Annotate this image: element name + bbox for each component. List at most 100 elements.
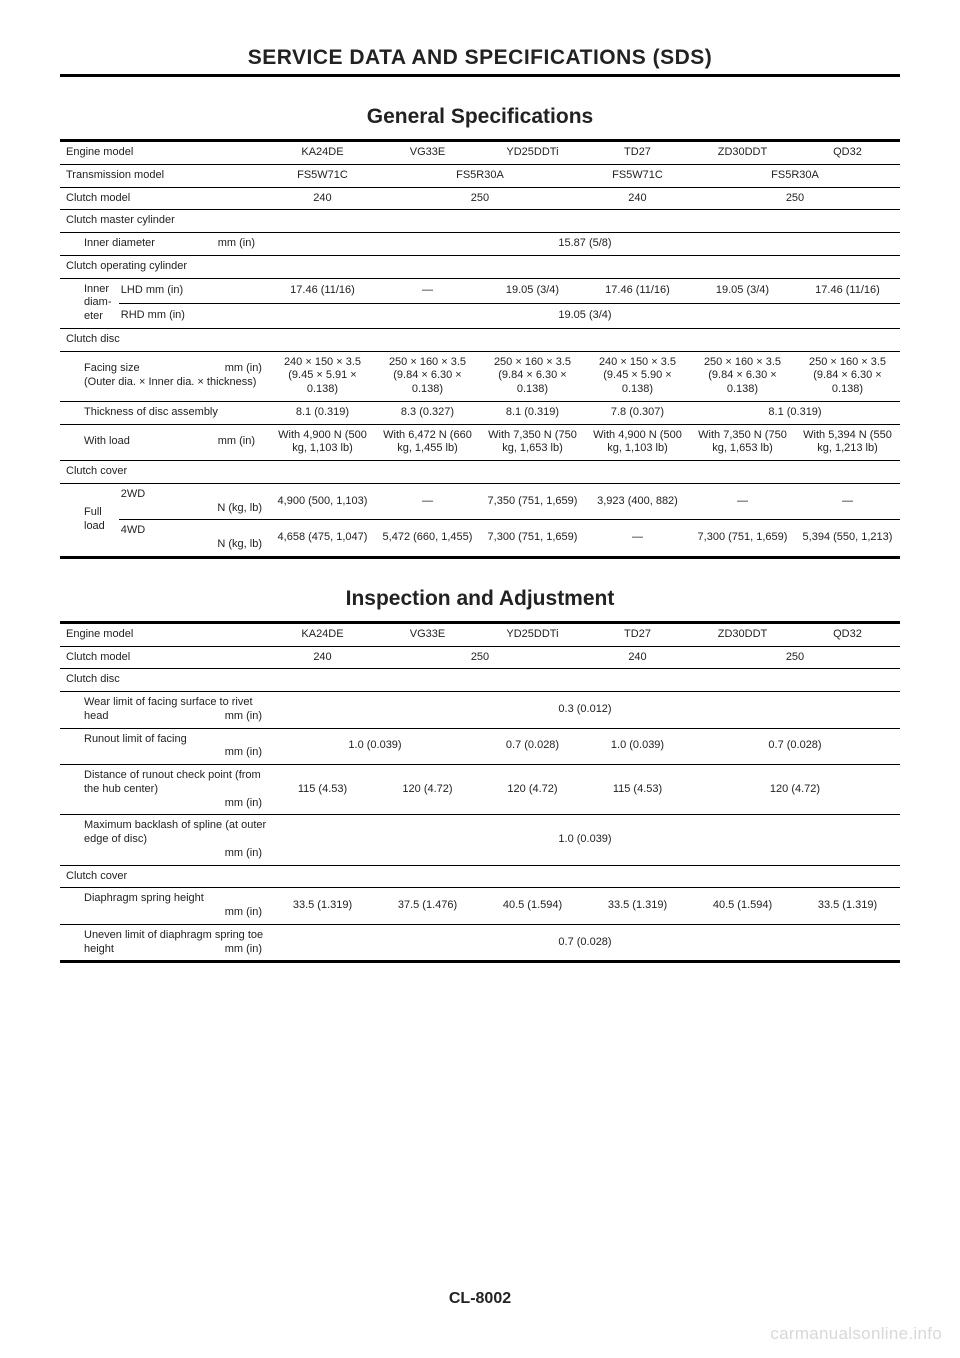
- cell: 3,923 (400, 882): [585, 483, 690, 520]
- row-label: Inner diameter: [60, 233, 203, 256]
- unit: N (kg, lb): [217, 502, 268, 516]
- label-text: Diaphragm spring height: [84, 892, 204, 904]
- col-head: KA24DE: [270, 622, 375, 646]
- cell: 15.87 (5/8): [270, 233, 900, 256]
- row-label: RHD mm (in): [119, 303, 270, 328]
- col-head: QD32: [795, 622, 900, 646]
- cell: With 7,350 N (750 kg, 1,653 lb): [690, 424, 795, 461]
- row-label: Clutch cover: [60, 461, 270, 484]
- cell: 33.5 (1.319): [585, 888, 690, 925]
- cell: FS5W71C: [270, 164, 375, 187]
- cell: 17.46 (11/16): [795, 278, 900, 303]
- cell: 240 × 150 × 3.5 (9.45 × 5.91 × 0.138): [270, 351, 375, 401]
- row-label: Clutch operating cylinder: [60, 255, 270, 278]
- unit: mm (in): [225, 746, 268, 760]
- cell: 115 (4.53): [585, 765, 690, 815]
- cell: 240 × 150 × 3.5 (9.45 × 5.90 × 0.138): [585, 351, 690, 401]
- cell: 120 (4.72): [690, 765, 900, 815]
- unit: N (kg, lb): [217, 538, 268, 552]
- row-label: Uneven limit of diaphragm spring toe hei…: [60, 924, 270, 962]
- cell: 240: [585, 187, 690, 210]
- unit: mm (in): [225, 847, 268, 861]
- cell: 4,900 (500, 1,103): [270, 483, 375, 520]
- row-label: Engine model: [60, 622, 270, 646]
- cell: 33.5 (1.319): [270, 888, 375, 925]
- cell: 0.7 (0.028): [270, 924, 900, 962]
- section1-title: General Specifications: [60, 105, 900, 129]
- cell: With 6,472 N (660 kg, 1,455 lb): [375, 424, 480, 461]
- col-head: TD27: [585, 622, 690, 646]
- cell: 115 (4.53): [270, 765, 375, 815]
- watermark: carmanualsonline.info: [770, 1324, 942, 1344]
- row-label: LHD mm (in): [119, 278, 270, 303]
- cell: FS5R30A: [690, 164, 900, 187]
- cell: 7,350 (751, 1,659): [480, 483, 585, 520]
- cell: —: [375, 278, 480, 303]
- cell: 1.0 (0.039): [585, 728, 690, 765]
- cell: 17.46 (11/16): [585, 278, 690, 303]
- cell: 250 × 160 × 3.5 (9.84 × 6.30 × 0.138): [375, 351, 480, 401]
- cell: 120 (4.72): [480, 765, 585, 815]
- row-label: Thickness of disc assembly: [60, 401, 270, 424]
- label-text: Runout limit of facing: [84, 733, 187, 745]
- cell: 240: [585, 646, 690, 669]
- label-text: 2WD: [121, 488, 145, 500]
- cell: 240: [270, 646, 375, 669]
- cell: 1.0 (0.039): [270, 728, 480, 765]
- cell: 8.1 (0.319): [690, 401, 900, 424]
- label-text: Facing size: [84, 362, 140, 374]
- cell: 40.5 (1.594): [480, 888, 585, 925]
- cell: 8.1 (0.319): [480, 401, 585, 424]
- unit: mm (in): [225, 797, 268, 811]
- row-label: Wear limit of facing surface to rivet he…: [60, 692, 270, 729]
- cell: —: [585, 520, 690, 558]
- cell: FS5R30A: [375, 164, 585, 187]
- row-label: 4WD N (kg, lb): [119, 520, 270, 558]
- col-head: YD25DDTi: [480, 622, 585, 646]
- cell: 17.46 (11/16): [270, 278, 375, 303]
- cell: 5,394 (550, 1,213): [795, 520, 900, 558]
- col-head: TD27: [585, 141, 690, 165]
- row-label: Facing size mm (in) (Outer dia. × Inner …: [60, 351, 270, 401]
- cell: —: [795, 483, 900, 520]
- cell: 250 × 160 × 3.5 (9.84 × 6.30 × 0.138): [690, 351, 795, 401]
- cell: With 7,350 N (750 kg, 1,653 lb): [480, 424, 585, 461]
- row-label: Clutch model: [60, 646, 270, 669]
- cell: 0.3 (0.012): [270, 692, 900, 729]
- row-label: Clutch disc: [60, 669, 270, 692]
- inspection-table: Engine model KA24DE VG33E YD25DDTi TD27 …: [60, 621, 900, 964]
- row-label: Distance of runout check point (from the…: [60, 765, 270, 815]
- cell: 19.05 (3/4): [480, 278, 585, 303]
- cell: 7,300 (751, 1,659): [480, 520, 585, 558]
- col-head: ZD30DDT: [690, 141, 795, 165]
- cell: 4,658 (475, 1,047): [270, 520, 375, 558]
- row-label: Clutch model: [60, 187, 270, 210]
- cell: —: [690, 483, 795, 520]
- cell: 19.05 (3/4): [690, 278, 795, 303]
- cell: 0.7 (0.028): [480, 728, 585, 765]
- cell: 0.7 (0.028): [690, 728, 900, 765]
- row-label: Engine model: [60, 141, 270, 165]
- cell: 40.5 (1.594): [690, 888, 795, 925]
- cell: With 5,394 N (550 kg, 1,213 lb): [795, 424, 900, 461]
- label-text: Distance of runout check point (from the…: [84, 769, 261, 795]
- cell: With 4,900 N (500 kg, 1,103 lb): [585, 424, 690, 461]
- cell: 37.5 (1.476): [375, 888, 480, 925]
- cell: 250: [690, 187, 900, 210]
- cell: 250: [690, 646, 900, 669]
- unit: mm (in): [225, 362, 268, 376]
- label-text: 4WD: [121, 524, 145, 536]
- unit: mm (in): [225, 906, 268, 920]
- row-label: Maximum backlash of spline (at outer edg…: [60, 815, 270, 865]
- unit: mm (in): [225, 710, 268, 724]
- col-head: VG33E: [375, 141, 480, 165]
- row-label: With load: [60, 424, 203, 461]
- cell: 5,472 (660, 1,455): [375, 520, 480, 558]
- cell: 250 × 160 × 3.5 (9.84 × 6.30 × 0.138): [795, 351, 900, 401]
- cell: 250: [375, 187, 585, 210]
- cell: 8.3 (0.327): [375, 401, 480, 424]
- row-label: Inner diam-eter: [60, 278, 119, 328]
- label-sub: (Outer dia. × Inner dia. × thickness): [84, 376, 256, 388]
- unit: mm (in): [203, 424, 270, 461]
- cell: 240: [270, 187, 375, 210]
